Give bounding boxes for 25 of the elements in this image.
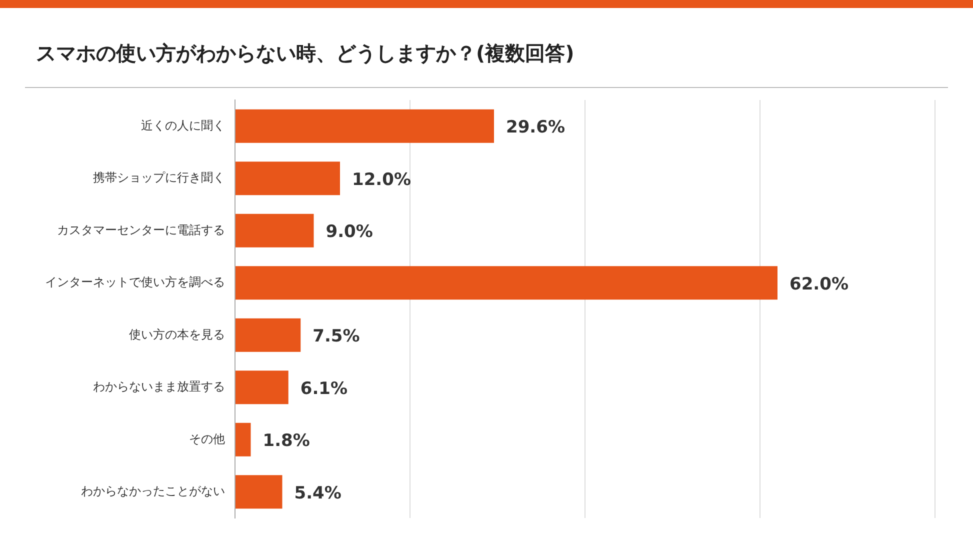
- y-tick-label: わからなかったことがない: [81, 484, 225, 498]
- data-label: 62.0%: [790, 274, 848, 294]
- y-tick-label: カスタマーセンターに電話する: [57, 222, 225, 237]
- data-label: 12.0%: [352, 170, 411, 190]
- y-tick-label: インターネットで使い方を調べる: [45, 275, 225, 289]
- y-tick-label: その他: [189, 432, 225, 446]
- data-label: 1.8%: [262, 431, 310, 452]
- y-tick-label: 使い方の本を見る: [129, 327, 225, 342]
- bar: [236, 318, 301, 352]
- y-tick-label: 近くの人に聞く: [141, 118, 225, 132]
- bar: [236, 370, 288, 404]
- bar: [236, 475, 282, 509]
- bar: [236, 109, 494, 143]
- bar: [236, 162, 340, 196]
- bar: [236, 266, 778, 300]
- data-label: 5.4%: [294, 483, 342, 504]
- y-tick-label: わからないまま放置する: [93, 380, 225, 394]
- data-label: 29.6%: [506, 118, 565, 138]
- bar: [236, 214, 314, 248]
- data-label: 9.0%: [326, 222, 373, 242]
- data-label: 6.1%: [300, 378, 348, 399]
- data-label: 7.5%: [312, 326, 360, 347]
- y-tick-label: 携帯ショップに行き聞く: [93, 170, 225, 184]
- chart-title: スマホの使い方がわからない時、どうしますか？(複数回答): [36, 40, 574, 67]
- bar: [236, 422, 251, 456]
